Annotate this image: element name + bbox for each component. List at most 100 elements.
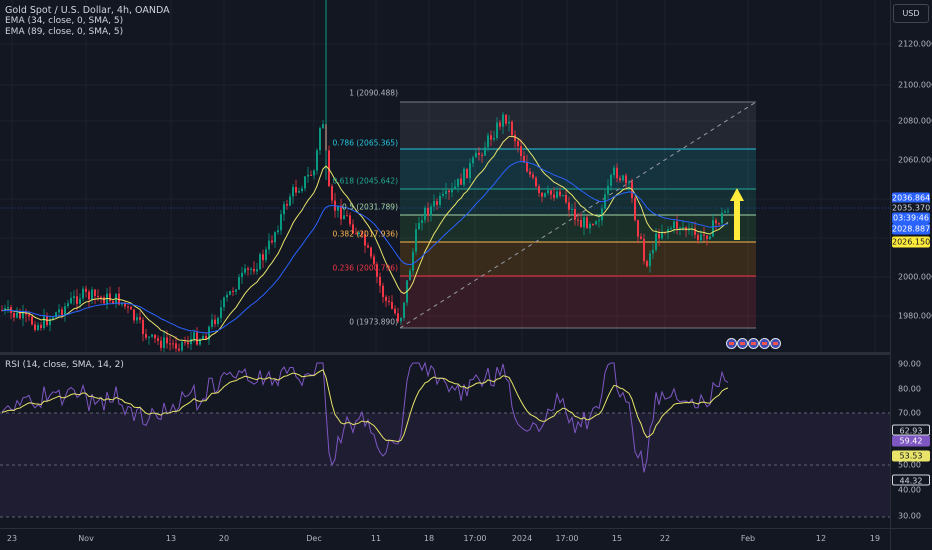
- candle-body: [433, 201, 435, 207]
- candle-body: [289, 196, 291, 206]
- symbol-title[interactable]: Gold Spot / U.S. Dollar, 4h, OANDA: [5, 5, 170, 16]
- candle-body: [700, 234, 702, 241]
- candle-body: [706, 235, 708, 240]
- candle-body: [490, 135, 492, 140]
- event-flag-icon[interactable]: [770, 338, 781, 349]
- candle-body: [97, 296, 99, 298]
- candle-body: [385, 296, 387, 301]
- event-flag-icon[interactable]: [759, 338, 770, 349]
- candle-body: [34, 324, 36, 330]
- candle-body: [355, 233, 357, 235]
- candle-body: [445, 190, 447, 194]
- price-axis-border: [890, 0, 891, 550]
- candle-body: [643, 238, 645, 262]
- candle-body: [379, 276, 381, 286]
- candle-body: [718, 223, 720, 225]
- candle-body: [562, 195, 564, 197]
- candle-body: [346, 215, 348, 217]
- candle-body: [619, 178, 621, 181]
- candle-body: [55, 312, 57, 318]
- rsi-tick: 70.00: [898, 408, 921, 418]
- fib-zone: [400, 242, 756, 276]
- candle-body: [196, 332, 198, 345]
- candle-body: [241, 272, 243, 278]
- time-axis-border: [0, 528, 932, 529]
- candle-body: [598, 220, 600, 222]
- event-flag-icon[interactable]: [737, 338, 748, 349]
- ema34-line: [1, 135, 729, 342]
- candle-body: [460, 178, 462, 185]
- candle-body: [682, 227, 684, 229]
- ema34-legend[interactable]: EMA (34, close, 0, SMA, 5): [5, 16, 124, 26]
- candle-body: [676, 221, 678, 229]
- price-chart[interactable]: [0, 0, 890, 352]
- candle-body: [256, 269, 258, 272]
- candle-body: [679, 227, 681, 229]
- candle-body: [268, 240, 270, 250]
- candle-body: [559, 191, 561, 196]
- candle-body: [451, 188, 453, 193]
- candle-body: [481, 154, 483, 156]
- candle-body: [229, 290, 231, 295]
- time-tick: 2024: [511, 534, 533, 543]
- pane-divider[interactable]: [0, 352, 890, 355]
- candle-body: [175, 343, 177, 349]
- candle-body: [670, 228, 672, 230]
- candle-body: [457, 178, 459, 187]
- candle-body: [646, 261, 648, 267]
- price-tick: 2000.000: [898, 272, 932, 282]
- candle-body: [340, 205, 342, 220]
- candle-body: [529, 171, 531, 175]
- rsi-legend[interactable]: RSI (14, close, SMA, 14, 2): [5, 360, 124, 370]
- fib-zone: [400, 102, 756, 149]
- candle-body: [301, 188, 303, 192]
- candle-body: [262, 254, 264, 261]
- candle-body: [250, 268, 252, 270]
- candle-body: [253, 268, 255, 272]
- candle-body: [478, 152, 480, 155]
- candle-body: [349, 215, 351, 225]
- time-tick: Nov: [78, 534, 94, 543]
- candle-body: [136, 317, 138, 321]
- time-tick: Feb: [740, 534, 756, 543]
- candle-body: [184, 341, 186, 343]
- fib-price-label: 2026.150: [892, 236, 931, 248]
- candle-body: [298, 191, 300, 193]
- candle-body: [463, 168, 465, 185]
- candle-body: [376, 264, 378, 277]
- candle-body: [673, 221, 675, 229]
- candle-body: [25, 312, 27, 315]
- fib-label-0786: 0.786 (2065.365): [332, 138, 399, 148]
- candle-body: [418, 223, 420, 230]
- time-tick: 12: [815, 534, 827, 543]
- ema89-legend[interactable]: EMA (89, close, 0, SMA, 5): [5, 27, 124, 37]
- candle-body: [466, 168, 468, 179]
- price-tick: 2080.000: [898, 116, 932, 126]
- candle-body: [421, 220, 423, 224]
- candle-body: [157, 338, 159, 341]
- candle-body: [358, 232, 360, 235]
- ema89-price-label: 2028.887: [892, 223, 931, 235]
- candle-body: [166, 337, 168, 344]
- candle-body: [589, 224, 591, 229]
- candle-body: [397, 313, 399, 322]
- candle-body: [223, 297, 225, 308]
- candle-body: [226, 294, 228, 298]
- currency-button[interactable]: USD: [893, 4, 929, 23]
- candle-body: [583, 217, 585, 228]
- rsi-chart[interactable]: [0, 355, 890, 531]
- candle-body: [286, 204, 288, 206]
- candle-body: [667, 229, 669, 233]
- candle-body: [364, 234, 366, 246]
- candle-body: [193, 332, 195, 339]
- candle-body: [520, 146, 522, 157]
- rsi-value-label: 62.93: [892, 424, 930, 436]
- candle-body: [430, 206, 432, 216]
- price-tick: 1980.000: [898, 311, 932, 321]
- candle-body: [103, 297, 105, 304]
- candle-body: [544, 192, 546, 197]
- event-flag-icon[interactable]: [748, 338, 759, 349]
- event-flag-icon[interactable]: [726, 338, 737, 349]
- candle-body: [304, 176, 306, 189]
- rsi-value-label: 59.42: [892, 435, 930, 447]
